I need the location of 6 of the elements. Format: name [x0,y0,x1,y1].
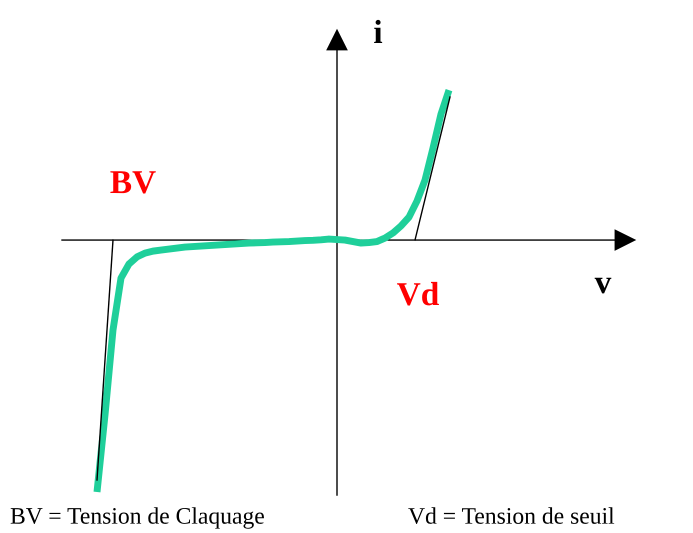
text: Vd = Tension de seuil [408,507,614,524]
x-axis-title: v [594,278,612,294]
text: BV = Tension de Claquage [10,507,264,529]
y-axis-title: i [374,20,382,44]
annotation: BV [110,171,156,194]
annotation: Vd [397,282,439,306]
